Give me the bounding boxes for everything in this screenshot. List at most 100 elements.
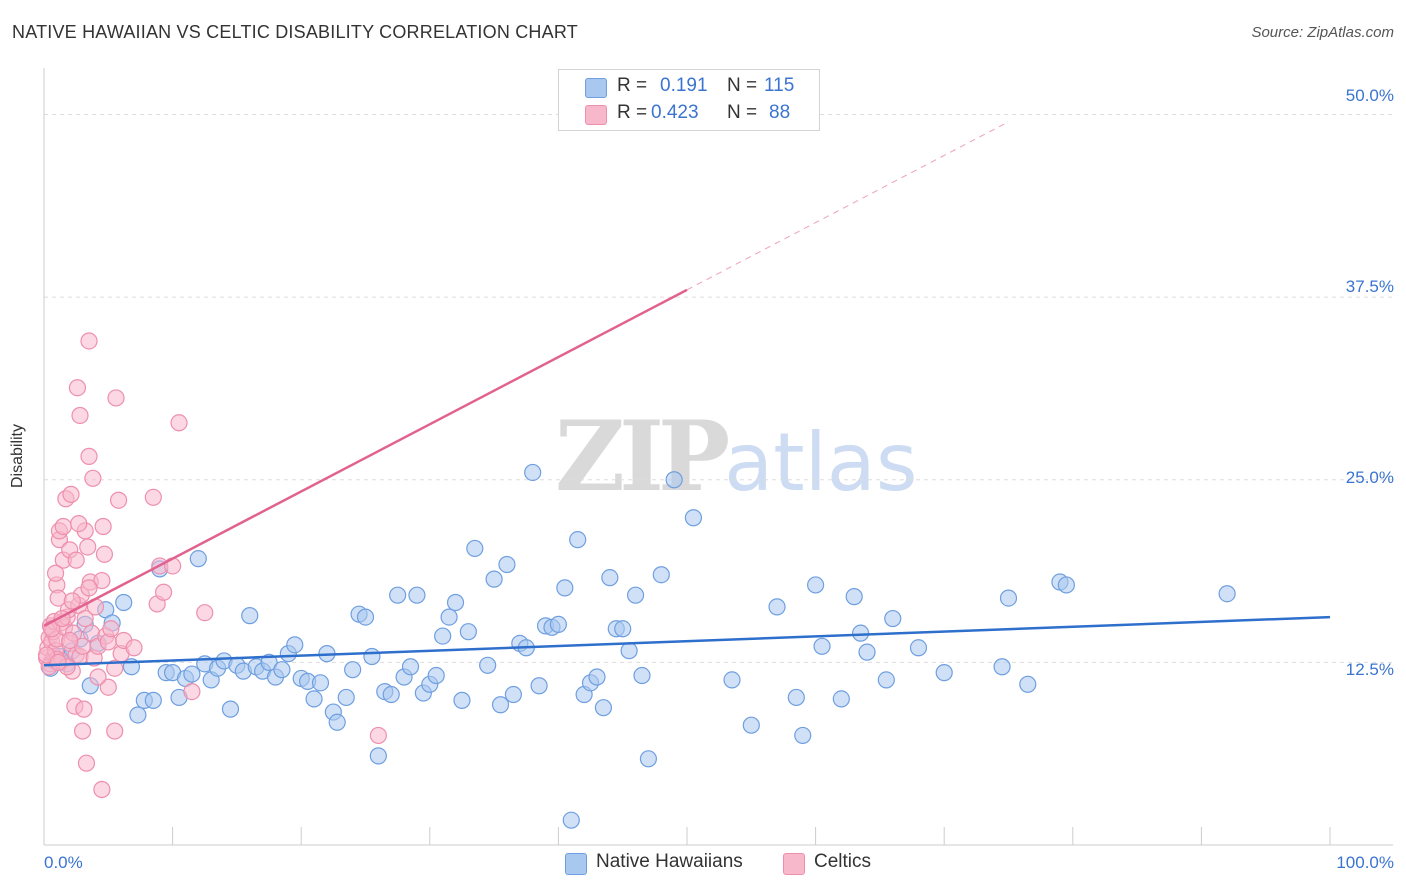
native-hawaiian-point xyxy=(614,620,632,638)
native-hawaiian-point xyxy=(556,579,574,597)
y-tick-label: 12.5% xyxy=(1345,660,1394,679)
celtic-point xyxy=(369,726,387,745)
celtic-point xyxy=(68,379,87,397)
celtic-point xyxy=(106,659,124,677)
stats-legend: R = 0.191 N = 115 R = 0.423 N = 88 xyxy=(558,69,820,131)
chart-title: NATIVE HAWAIIAN VS CELTIC DISABILITY COR… xyxy=(12,22,578,42)
native-hawaiian-point xyxy=(852,624,870,642)
celtic-point xyxy=(62,485,80,503)
native-hawaiian-point xyxy=(189,550,207,568)
legend-swatch-blue xyxy=(565,853,587,875)
native-hawaiian-point xyxy=(434,627,452,645)
watermark-zip: ZIP xyxy=(555,400,730,513)
native-hawaiian-point xyxy=(845,588,863,606)
native-hawaiian-point xyxy=(935,664,953,682)
legend-n-label: N = xyxy=(727,75,758,96)
celtic-point xyxy=(93,780,111,799)
native-hawaiian-point xyxy=(813,637,831,655)
native-hawaiian-point xyxy=(491,696,510,714)
native-hawaiian-point xyxy=(806,576,825,594)
y-tick-label: 50.0% xyxy=(1345,86,1394,105)
native-hawaiian-point xyxy=(530,677,548,695)
native-hawaiian-point xyxy=(626,586,645,604)
celtic-point xyxy=(80,447,98,465)
watermark-atlas: atlas xyxy=(724,416,918,509)
native-hawaiian-point xyxy=(115,593,133,612)
native-hawaiian-point xyxy=(877,671,895,689)
native-hawaiian-point xyxy=(652,566,670,584)
native-hawaiian-point xyxy=(337,688,355,707)
celtic-point xyxy=(102,620,120,638)
native-hawaiian-point xyxy=(363,647,381,666)
native-hawaiian-point xyxy=(485,570,503,588)
celtic-point xyxy=(196,604,214,622)
native-hawaiian-point xyxy=(594,699,613,717)
native-hawaiian-point xyxy=(1019,675,1037,693)
celtic-point xyxy=(183,682,201,701)
native-hawaiian-point xyxy=(479,656,497,674)
native-hawaiian-point xyxy=(993,658,1011,676)
native-hawaiian-point xyxy=(344,661,362,679)
celtic-point xyxy=(106,722,124,740)
celtic-point xyxy=(77,754,96,772)
native-hawaiian-point xyxy=(260,653,278,671)
native-hawaiian-point xyxy=(858,643,876,661)
celtic-point xyxy=(125,639,143,657)
legend-r-value: 0.423 xyxy=(651,102,699,123)
legend-swatch-pink xyxy=(783,853,805,875)
celtic-point xyxy=(80,332,98,350)
native-hawaiian-point xyxy=(549,615,568,633)
legend-r-label: R = xyxy=(617,102,648,123)
x-tick-label: 0.0% xyxy=(44,853,83,872)
celtic-point xyxy=(61,631,79,650)
legend-n-label: N = xyxy=(727,102,758,123)
native-hawaiian-point xyxy=(273,661,291,679)
native-hawaiian-point xyxy=(723,671,741,689)
celtic-point xyxy=(80,579,98,597)
watermark: ZIPatlas xyxy=(555,400,918,513)
native-hawaiian-point xyxy=(183,665,201,683)
celtic-point xyxy=(54,517,72,536)
native-hawaiian-point xyxy=(884,609,902,628)
native-hawaiian-point xyxy=(665,471,683,489)
native-hawaiian-point xyxy=(382,685,400,704)
native-hawaiian-trend-line xyxy=(43,615,1331,667)
native-hawaiian-point xyxy=(1057,576,1075,594)
native-hawaiian-point xyxy=(787,688,805,707)
native-hawaiian-point xyxy=(453,691,471,709)
native-hawaiian-point xyxy=(742,716,760,734)
celtic-point xyxy=(73,722,92,740)
native-hawaiian-point xyxy=(305,690,323,708)
native-hawaiian-point xyxy=(639,750,658,768)
celtic-point xyxy=(46,564,65,582)
native-hawaiian-point xyxy=(684,509,703,527)
celtic-point xyxy=(67,551,85,569)
native-hawaiian-point xyxy=(328,713,346,731)
native-hawaiian-point xyxy=(129,706,147,724)
native-hawaiian-point xyxy=(504,685,522,704)
native-hawaiian-point xyxy=(498,555,516,574)
native-hawaiian-point xyxy=(221,700,240,718)
celtic-point xyxy=(107,389,125,407)
native-hawaiian-point xyxy=(408,586,426,604)
native-hawaiian-point xyxy=(369,747,387,765)
native-hawaiian-point xyxy=(524,463,542,482)
y-tick-label: 25.0% xyxy=(1345,468,1394,487)
legend-n-value: 115 xyxy=(764,75,795,96)
celtic-point xyxy=(95,545,114,563)
native-hawaiian-point xyxy=(459,623,477,641)
x-tick-label: 100.0% xyxy=(1336,853,1394,872)
celtic-point xyxy=(154,583,173,601)
native-hawaiian-point xyxy=(1218,585,1236,603)
legend-label: Native Hawaiians xyxy=(596,851,743,872)
legend-label: Celtics xyxy=(814,851,872,872)
native-hawaiian-point xyxy=(562,811,580,829)
native-hawaiian-point xyxy=(311,674,330,692)
legend-r-value: 0.191 xyxy=(660,75,708,96)
native-hawaiian-point xyxy=(832,690,850,708)
celtic-point xyxy=(76,609,94,628)
legend-n-value: 88 xyxy=(769,102,791,123)
legend-swatch-pink xyxy=(585,105,607,125)
celtic-point xyxy=(63,592,81,610)
